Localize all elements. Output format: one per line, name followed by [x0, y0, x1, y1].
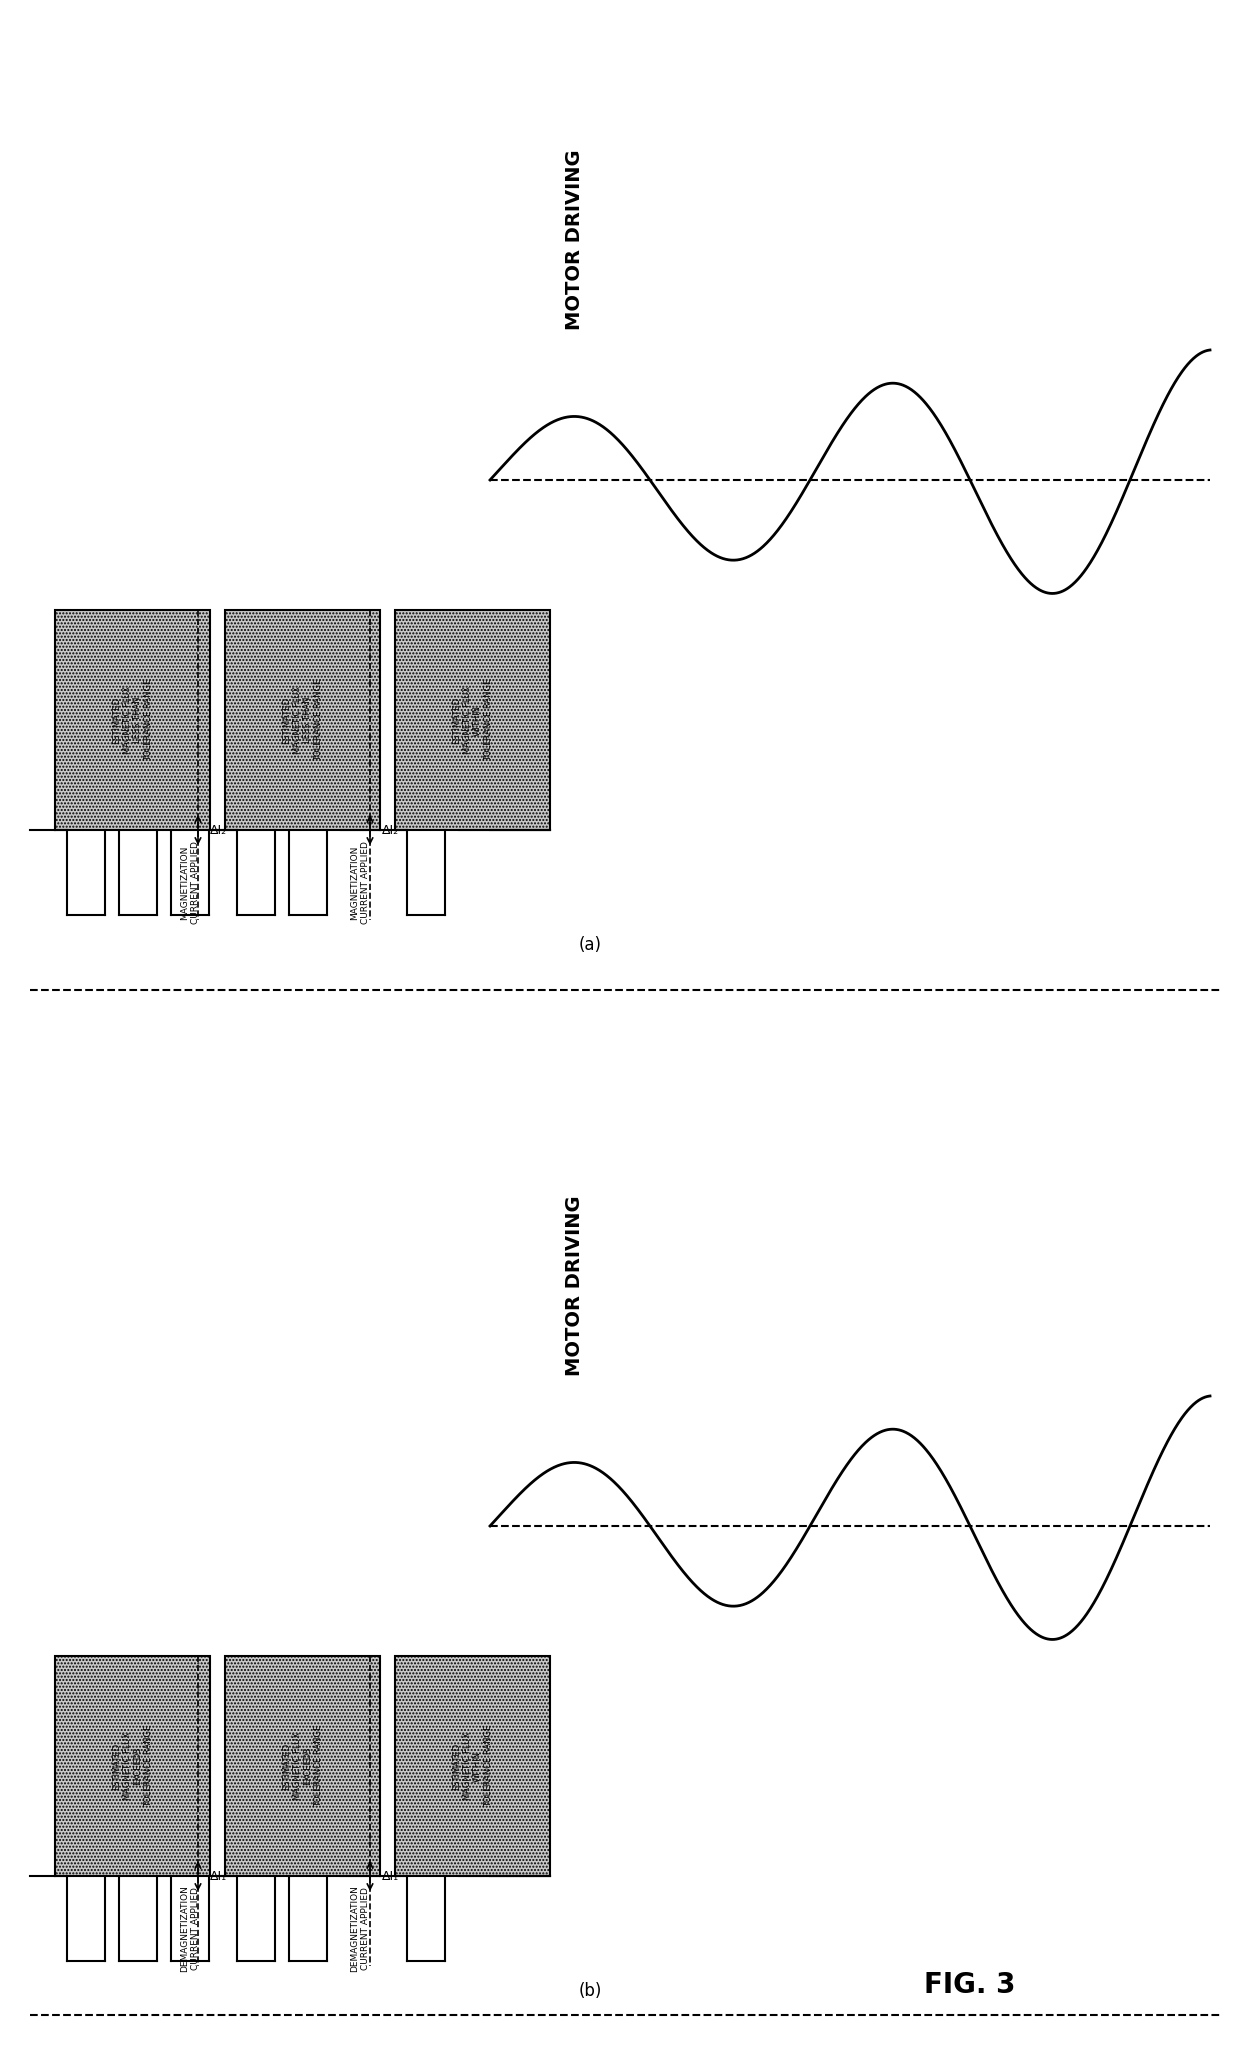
Text: DEMAGNETIZATION
CURRENT APPLIED: DEMAGNETIZATION CURRENT APPLIED: [180, 1884, 200, 1972]
Text: ESTIMATED
MAGNETIC FLUX
EXCEEDS
TOLERANCE RANGE: ESTIMATED MAGNETIC FLUX EXCEEDS TOLERANC…: [283, 1725, 322, 1807]
Text: FIG. 3: FIG. 3: [924, 1970, 1016, 1999]
Text: MOTOR DRIVING: MOTOR DRIVING: [565, 149, 584, 329]
Bar: [224, 1655, 379, 1876]
Text: DEMAGNETIZATION
CURRENT APPLIED: DEMAGNETIZATION CURRENT APPLIED: [351, 1884, 370, 1972]
Text: (b): (b): [578, 1983, 601, 2001]
Text: ESTIMATED
MAGNETIC FLUX
WITHIN
TOLERANCE RANGE: ESTIMATED MAGNETIC FLUX WITHIN TOLERANCE…: [453, 679, 492, 761]
Text: MOTOR DRIVING: MOTOR DRIVING: [565, 1195, 584, 1377]
Text: ESTIMATED
MAGNETIC FLUX
LESS THAN
TOLERANCE RANGE: ESTIMATED MAGNETIC FLUX LESS THAN TOLERA…: [283, 679, 322, 761]
Bar: [224, 610, 379, 831]
Text: ESTIMATED
MAGNETIC FLUX
WITHIN
TOLERANCE RANGE: ESTIMATED MAGNETIC FLUX WITHIN TOLERANCE…: [453, 1725, 492, 1807]
Text: ΔI₁: ΔI₁: [382, 1870, 398, 1882]
Text: MAGNETIZATION
CURRENT APPLIED: MAGNETIZATION CURRENT APPLIED: [180, 841, 200, 925]
Text: ΔI₂: ΔI₂: [382, 822, 398, 837]
Text: ΔI₂: ΔI₂: [210, 822, 227, 837]
Text: (a): (a): [579, 935, 601, 953]
Bar: [55, 1655, 210, 1876]
Text: ΔI₁: ΔI₁: [210, 1870, 227, 1882]
Bar: [396, 610, 551, 831]
Text: ESTIMATED
MAGNETIC FLUX
LESS THAN
TOLERANCE RANGE: ESTIMATED MAGNETIC FLUX LESS THAN TOLERA…: [113, 679, 153, 761]
Bar: [396, 1655, 551, 1876]
Bar: [55, 610, 210, 831]
Text: ESTIMATED
MAGNETIC FLUX
EXCEEDS
TOLERANCE RANGE: ESTIMATED MAGNETIC FLUX EXCEEDS TOLERANC…: [113, 1725, 153, 1807]
Text: MAGNETIZATION
CURRENT APPLIED: MAGNETIZATION CURRENT APPLIED: [351, 841, 370, 925]
